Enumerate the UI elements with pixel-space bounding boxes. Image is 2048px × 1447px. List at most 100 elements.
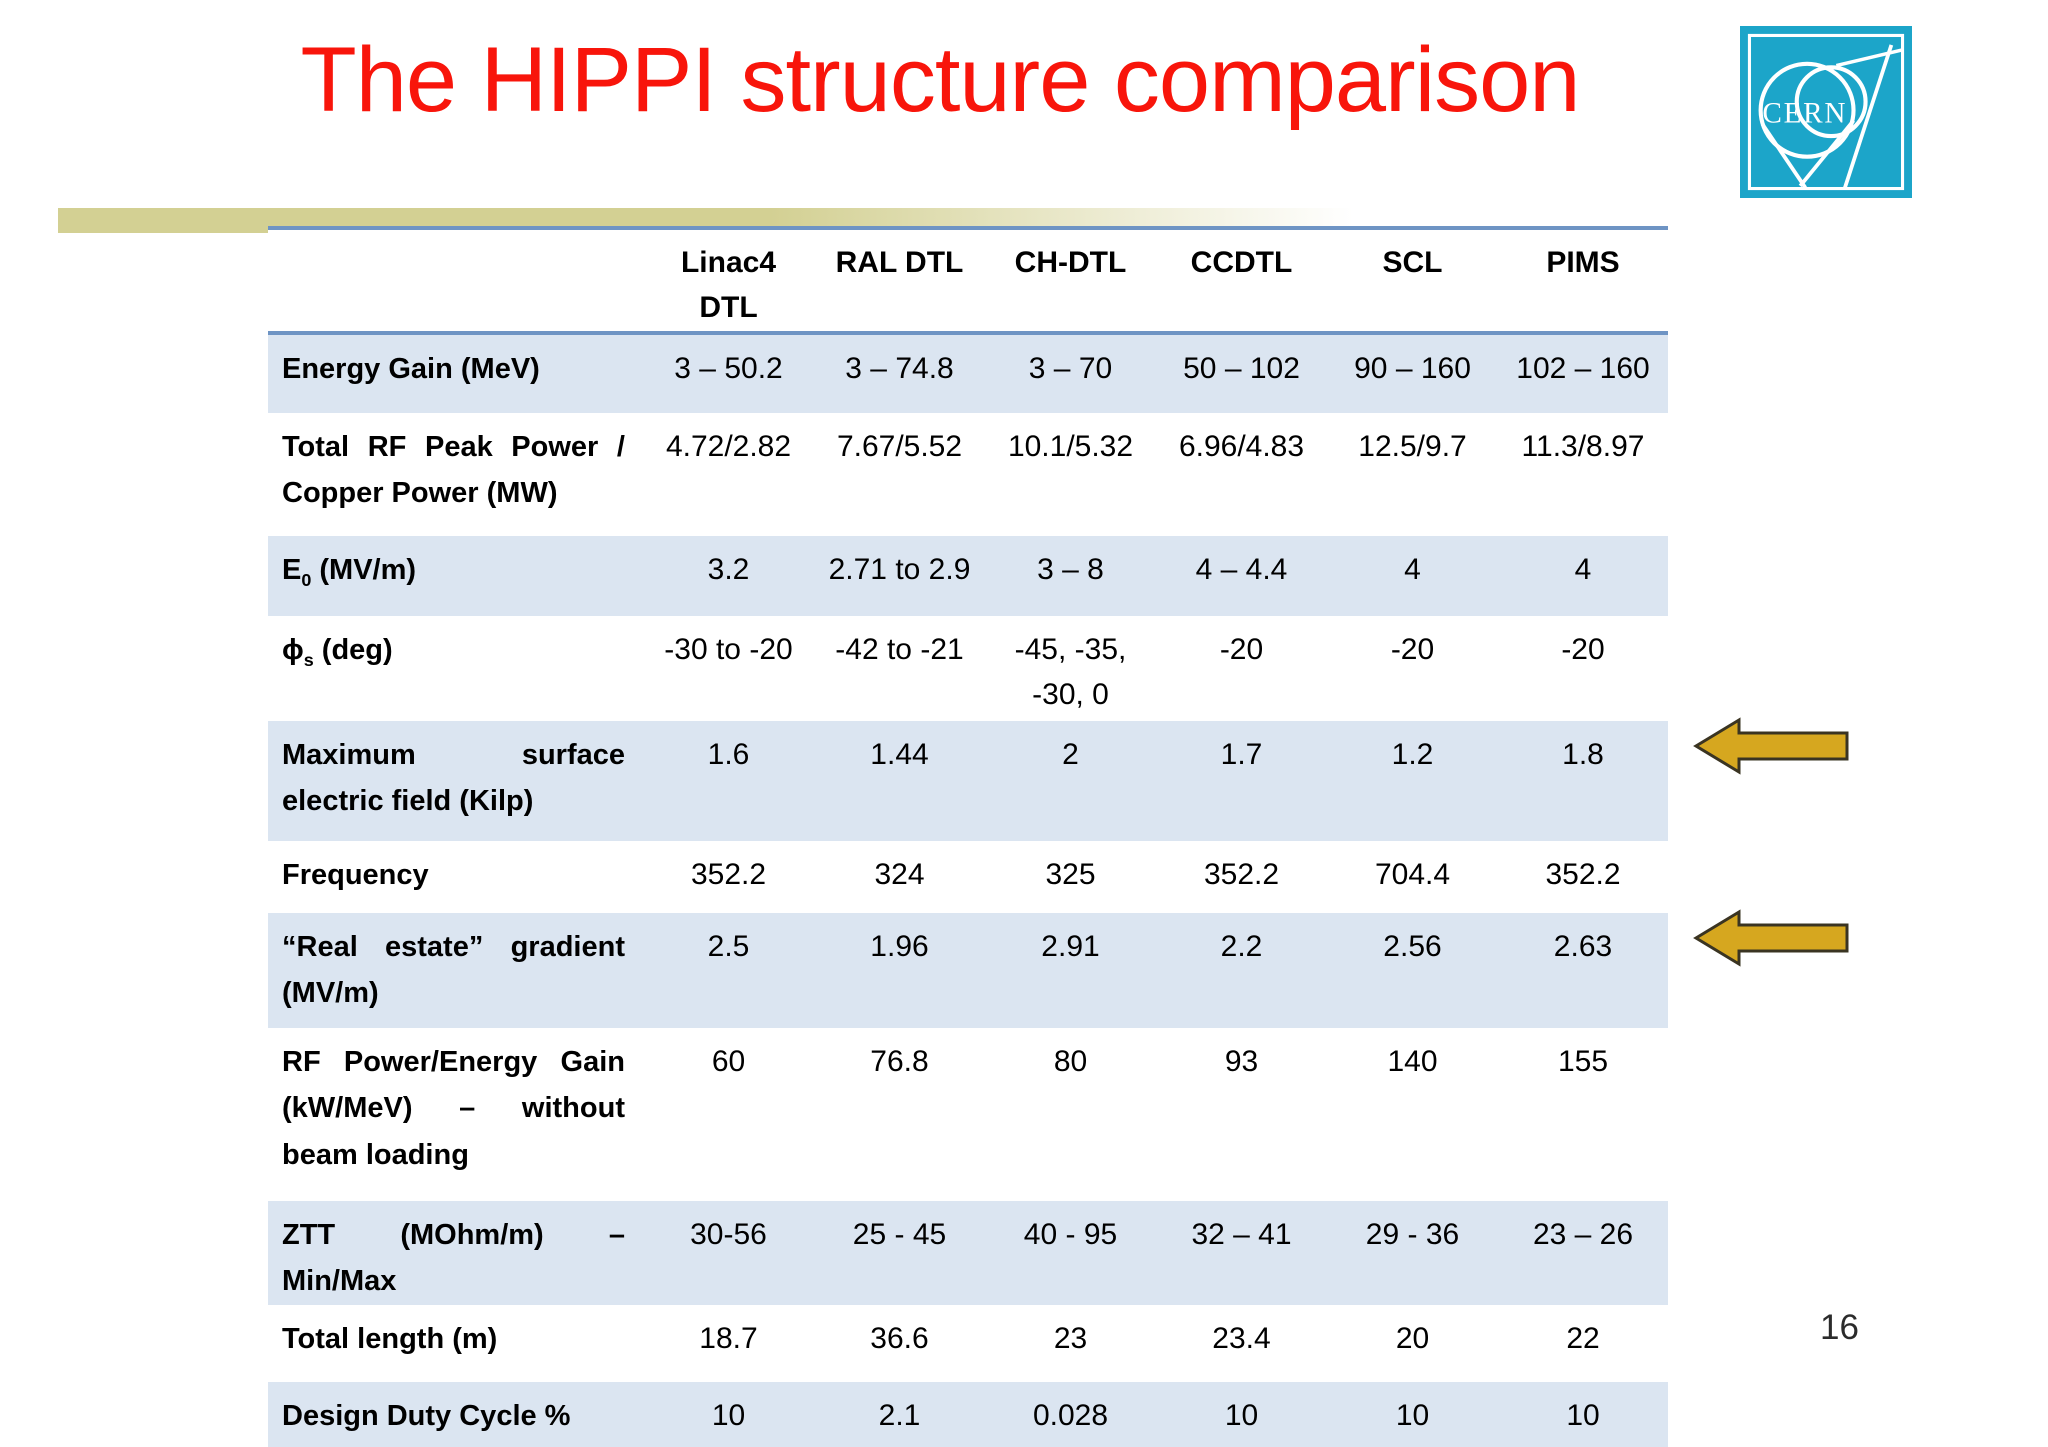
- comparison-table-body: Energy Gain (MeV) 3 – 50.2 3 – 74.8 3 – 70 5…: [268, 333, 1668, 1447]
- cell-value: -45, -35, -30, 0: [1014, 633, 1127, 711]
- cell-value: 2.91: [1041, 930, 1100, 963]
- column-header: CH-DTL: [985, 228, 1156, 335]
- cell-value: 3 – 74.8: [845, 352, 954, 385]
- column-header: PIMS: [1498, 228, 1668, 335]
- cell-value: 25 - 45: [852, 1218, 947, 1251]
- table-row: ZTT (MOhm/m) – Min/Max 30-56 25 - 45 40 - 9…: [268, 1201, 1668, 1305]
- cell-value: -30 to -20: [664, 633, 793, 666]
- cell-value: 4 – 4.4: [1195, 553, 1288, 586]
- cell-value: 3.2: [707, 553, 750, 586]
- cern-logo-icon: CERN: [1740, 26, 1912, 198]
- cell-value: 352.2: [690, 858, 767, 891]
- cell-value: -42 to -21: [835, 633, 964, 666]
- cell-value: 325: [1045, 858, 1096, 891]
- cell-value: 352.2: [1545, 858, 1621, 891]
- row-label-subscript: 0: [301, 569, 312, 590]
- cell-value: 10.1/5.32: [1007, 430, 1134, 463]
- cell-value: 36.6: [870, 1321, 929, 1355]
- cell-value: 7.67/5.52: [836, 430, 963, 463]
- cell-value: 4.72/2.82: [665, 430, 792, 463]
- cell-value: 3 – 70: [1028, 352, 1113, 385]
- cell-value: 0.028: [1032, 1398, 1109, 1432]
- cell-value: 2.63: [1553, 930, 1613, 963]
- slide-title: The HIPPI structure comparison: [300, 29, 1581, 131]
- corner-cell: [268, 228, 643, 335]
- page-number: 16: [1820, 1308, 1859, 1347]
- cell-value: -20: [1390, 633, 1435, 666]
- cell-value: 4: [1574, 553, 1592, 586]
- cell-value: 1.44: [870, 738, 929, 771]
- row-label: Frequency: [282, 859, 429, 891]
- row-label: Design Duty Cycle %: [282, 1399, 571, 1432]
- row-label-text: E: [282, 554, 302, 586]
- column-header: CCDTL: [1156, 228, 1327, 335]
- column-header-line: CCDTL: [1190, 246, 1293, 279]
- table-row: Design Duty Cycle % 10 2.1 0.028 10 10 10: [268, 1381, 1668, 1447]
- cell-value: 93: [1224, 1045, 1259, 1078]
- cell-value: 10: [711, 1398, 746, 1432]
- header-row: Linac4 DTL RAL DTL CH-DTL CCDTL SCL PIMS: [268, 228, 1668, 335]
- cell-value: 30-56: [690, 1218, 767, 1251]
- comparison-table: Linac4 DTL RAL DTL CH-DTL CCDTL SCL PIMS: [268, 226, 1668, 1447]
- row-label: RF Power/Energy Gain (kW/MeV) – without …: [282, 1046, 625, 1171]
- cell-value: 23 – 26: [1532, 1218, 1634, 1251]
- table-row: E0 (MV/m) 3.2 2.71 to 2.9 3 – 8 4 – 4.4 4 4: [268, 536, 1668, 616]
- table-row: Maximum surface electric field (Kilp) 1.6…: [268, 721, 1668, 841]
- row-label: ϕs (deg): [268, 616, 643, 721]
- row-label: “Real estate” gradient (MV/m): [282, 931, 625, 1010]
- cell-value: 324: [874, 858, 925, 891]
- column-header-line: CH-DTL: [1014, 246, 1127, 279]
- cell-value: 23: [1053, 1321, 1088, 1355]
- row-label: Energy Gain (MeV): [282, 353, 540, 385]
- cell-value: 40 - 95: [1023, 1218, 1118, 1251]
- cell-value: 4: [1404, 553, 1421, 586]
- cell-value: 32 – 41: [1191, 1218, 1292, 1251]
- column-header-line: SCL: [1382, 246, 1443, 279]
- row-label: Total RF Peak Power / Copper Power (MW): [282, 431, 625, 510]
- cell-value: 102 – 160: [1516, 352, 1650, 385]
- cell-value: 10: [1224, 1398, 1259, 1432]
- cell-value: 2.71 to 2.9: [828, 553, 971, 586]
- cell-value: 12.5/9.7: [1358, 430, 1467, 463]
- column-header: Linac4 DTL: [643, 228, 814, 335]
- row-label-text: ϕ: [282, 634, 304, 666]
- cell-value: 1.6: [707, 738, 750, 771]
- table-row: RF Power/Energy Gain (kW/MeV) – without …: [268, 1028, 1668, 1201]
- cell-value: 20: [1395, 1321, 1430, 1355]
- cell-value: 76.8: [870, 1045, 929, 1078]
- cell-value: 1.96: [870, 930, 929, 963]
- cell-value: 29 - 36: [1365, 1218, 1460, 1251]
- column-header-line: Linac4: [680, 246, 777, 279]
- row-label: Maximum surface electric field (Kilp): [282, 739, 625, 818]
- row-label-subscript: s: [303, 649, 314, 670]
- cell-value: 10: [1566, 1398, 1600, 1432]
- cell-value: 352.2: [1203, 858, 1280, 891]
- row-label-text: (MV/m): [311, 554, 417, 586]
- cell-value: 23.4: [1212, 1321, 1271, 1355]
- table-row: Total length (m) 18.7 36.6 23 23.4 20 22: [268, 1305, 1668, 1382]
- cell-value: 140: [1387, 1045, 1438, 1078]
- left-arrow-icon: [1693, 717, 1849, 775]
- table-row: “Real estate” gradient (MV/m) 2.5 1.96 2.91…: [268, 913, 1668, 1028]
- row-label: ZTT (MOhm/m) – Min/Max: [282, 1219, 625, 1298]
- cell-value: 3 – 8: [1037, 553, 1104, 586]
- table-row: ϕs (deg) -30 to -20 -42 to -21 -45, -35, -3…: [268, 616, 1668, 721]
- cell-value: 60: [711, 1045, 746, 1078]
- column-header-line: DTL: [699, 291, 758, 324]
- cell-value: 2: [1062, 738, 1079, 771]
- cell-value: 1.7: [1220, 738, 1263, 771]
- row-label-text: (deg): [313, 634, 393, 666]
- table-row: Frequency 352.2 324 325 352.2 704.4 352.2: [268, 841, 1668, 913]
- cern-logo-text: CERN: [1762, 97, 1847, 129]
- cell-value: 2.2: [1220, 930, 1263, 963]
- cell-value: 6.96/4.83: [1178, 430, 1305, 463]
- table-row: Total RF Peak Power / Copper Power (MW) 4…: [268, 413, 1668, 536]
- cell-value: -20: [1219, 633, 1264, 666]
- row-label: Total length (m): [282, 1322, 498, 1355]
- cell-value: 10: [1395, 1398, 1430, 1432]
- cell-value: 704.4: [1374, 858, 1451, 891]
- cell-value: 11.3/8.97: [1521, 430, 1645, 463]
- cell-value: 2.1: [878, 1398, 921, 1432]
- cell-value: 80: [1053, 1045, 1088, 1078]
